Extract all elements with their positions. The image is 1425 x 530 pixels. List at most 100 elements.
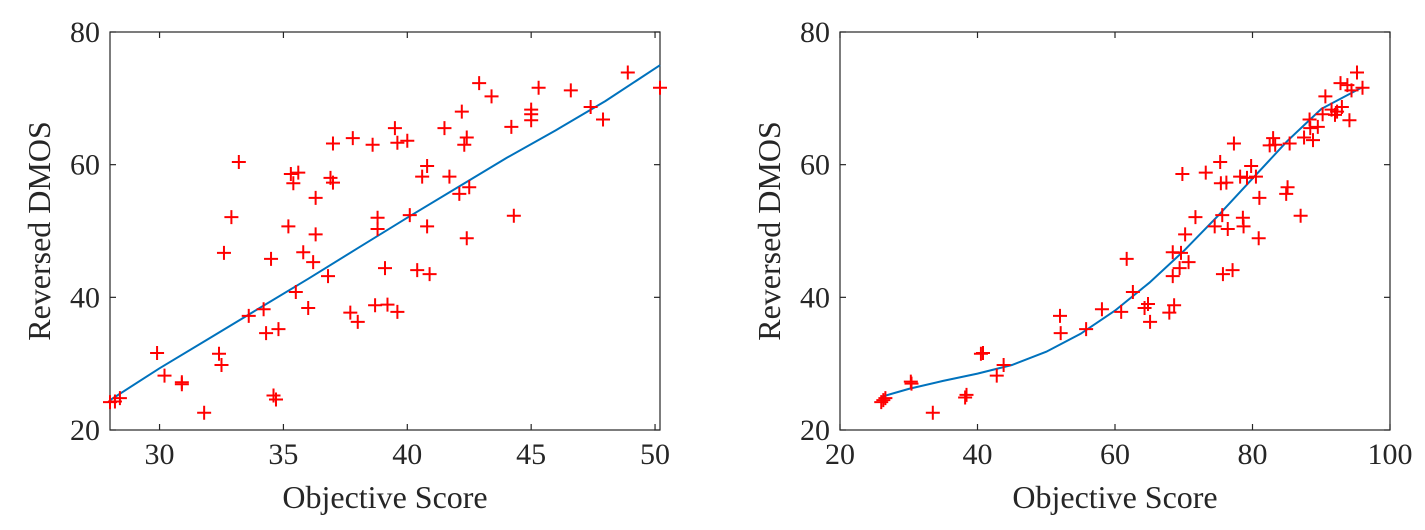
y-axis-label: Reversed DMOS	[751, 121, 787, 341]
data-point-marker	[420, 219, 435, 234]
data-point-marker	[281, 219, 296, 234]
data-point-marker	[506, 208, 521, 223]
data-point-marker	[876, 393, 891, 408]
data-point-marker	[1178, 227, 1193, 242]
data-point-marker	[415, 169, 430, 184]
data-point-marker	[1251, 231, 1266, 246]
data-point-marker	[1279, 186, 1294, 201]
data-point-marker	[442, 169, 457, 184]
data-point-marker	[1172, 261, 1187, 276]
data-point-marker	[350, 314, 365, 329]
data-point-marker	[1213, 155, 1228, 170]
data-point-marker	[368, 298, 383, 313]
data-point-marker	[1310, 119, 1325, 134]
data-point-marker	[472, 76, 487, 91]
right-scatter-panel: 20 40 60 80 100 20 40 60 80 Objective Score Revers…	[751, 16, 1413, 515]
data-point-marker	[1342, 113, 1357, 128]
data-point-marker	[157, 368, 172, 383]
data-point-marker	[271, 322, 286, 337]
x-axis-label: Objective Score	[1012, 479, 1217, 515]
y-axis-label: Reversed DMOS	[21, 121, 57, 341]
data-point-marker	[174, 377, 189, 392]
data-point-marker	[1306, 133, 1320, 148]
data-point-marker	[264, 251, 279, 266]
x-tick-label: 40	[963, 438, 993, 471]
data-point-marker	[524, 113, 539, 128]
data-point-marker	[1303, 121, 1318, 136]
data-point-marker	[1248, 169, 1263, 184]
x-tick-label: 20	[825, 438, 855, 471]
data-point-marker	[325, 175, 340, 190]
data-point-marker	[531, 80, 546, 95]
data-point-marker	[653, 80, 667, 95]
data-point-marker	[1244, 158, 1259, 173]
data-point-marker	[1315, 107, 1330, 122]
data-point-marker	[420, 158, 435, 173]
data-point-marker	[1236, 219, 1251, 234]
data-point-marker	[150, 346, 165, 361]
data-point-marker	[1219, 175, 1234, 190]
data-point-marker	[231, 155, 246, 170]
data-point-marker	[583, 99, 598, 114]
data-point-marker	[1240, 170, 1254, 185]
data-point-marker	[1280, 180, 1295, 195]
data-point-marker	[390, 135, 405, 150]
data-point-marker	[283, 166, 298, 181]
data-point-marker	[1333, 76, 1348, 91]
data-point-marker	[462, 180, 477, 195]
data-point-marker	[596, 112, 611, 127]
data-point-marker	[1181, 255, 1196, 270]
data-point-marker	[291, 165, 306, 180]
data-point-marker	[378, 261, 392, 276]
data-point-marker	[1079, 322, 1094, 337]
data-point-marker	[1215, 267, 1230, 282]
data-point-marker	[1198, 165, 1213, 180]
x-tick-label: 45	[516, 438, 546, 471]
data-point-marker	[390, 304, 405, 319]
data-point-marker	[1114, 304, 1129, 319]
data-point-marker	[288, 285, 303, 300]
data-point-marker	[989, 368, 1004, 383]
data-point-marker	[422, 267, 437, 282]
data-point-marker	[996, 357, 1011, 372]
data-point-marker	[370, 222, 385, 237]
x-tick-label: 40	[392, 438, 422, 471]
data-point-marker	[1215, 208, 1230, 223]
data-point-marker	[563, 83, 578, 98]
data-point-marker	[1174, 245, 1188, 260]
y-tick-label: 60	[70, 149, 100, 182]
data-point-marker	[296, 245, 311, 260]
data-point-marker	[259, 326, 274, 341]
data-point-marker	[402, 208, 417, 223]
data-point-marker	[400, 133, 415, 148]
data-point-marker	[365, 137, 380, 152]
x-tick-label: 35	[268, 438, 298, 471]
data-point-marker	[1318, 89, 1333, 104]
data-point-marker	[1220, 222, 1235, 237]
data-point-marker	[958, 390, 973, 405]
data-point-marker	[380, 297, 395, 312]
data-point-marker	[1344, 83, 1359, 98]
data-point-marker	[1233, 169, 1248, 184]
data-point-marker	[224, 210, 239, 225]
data-point-marker	[256, 302, 271, 317]
data-point-marker	[504, 119, 519, 134]
data-point-marker	[457, 137, 472, 152]
data-point-marker	[1053, 308, 1067, 323]
data-point-marker	[197, 405, 212, 420]
data-point-marker	[1266, 131, 1281, 146]
data-point-marker	[1252, 190, 1267, 205]
data-point-marker	[301, 300, 316, 315]
data-point-marker	[1143, 314, 1158, 329]
data-point-marker	[212, 346, 227, 361]
data-point-marker	[1094, 302, 1109, 317]
data-point-marker	[1119, 251, 1134, 266]
data-point-marker	[904, 376, 919, 391]
data-point-marker	[308, 190, 323, 205]
axes-box	[109, 31, 661, 431]
data-point-marker	[484, 89, 499, 104]
data-point-marker	[325, 136, 340, 151]
data-point-marker	[1225, 263, 1240, 278]
data-point-marker	[1282, 136, 1297, 151]
data-point-marker	[1141, 296, 1155, 311]
